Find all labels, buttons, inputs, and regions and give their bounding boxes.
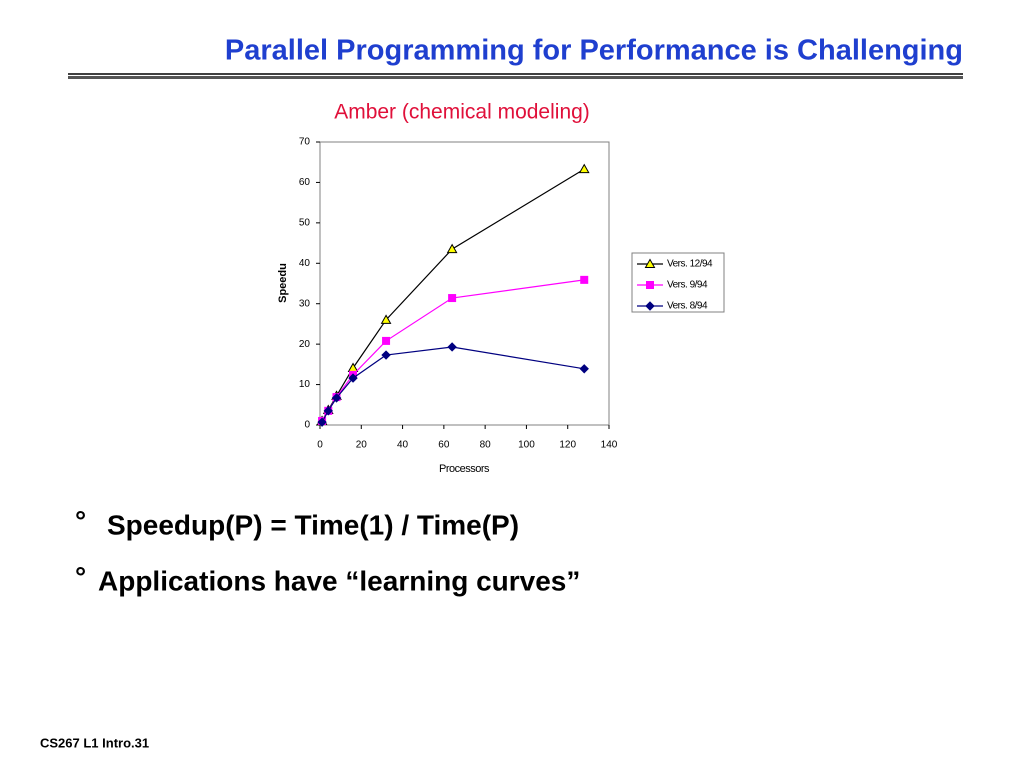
x-tick-label: 0: [317, 440, 323, 451]
marker: [580, 275, 589, 284]
legend-label: Vers. 9/94: [667, 280, 708, 291]
bullets: ° Speedup(P) = Time(1) / Time(P) ° Applicat…: [75, 505, 580, 596]
y-axis-label: Speedu: [277, 263, 289, 303]
bullet-text: Applications have “learning curves”: [98, 565, 580, 596]
marker: [323, 406, 333, 416]
legend-marker: [646, 281, 654, 289]
marker: [348, 373, 358, 383]
marker: [578, 163, 590, 174]
legend-label: Vers. 8/94: [667, 301, 708, 312]
x-tick-label: 20: [356, 440, 368, 451]
legend-marker: [644, 258, 656, 268]
bullet-marker: °: [75, 561, 86, 592]
y-tick-label: 10: [299, 379, 311, 390]
marker: [380, 314, 392, 324]
marker: [331, 393, 342, 403]
x-tick-label: 40: [397, 440, 409, 451]
legend-label: Vers. 12/94: [667, 259, 713, 270]
x-tick-label: 120: [559, 440, 576, 451]
chart-title: Amber (chemical modeling): [334, 101, 590, 124]
legend-marker: [645, 301, 655, 311]
footer: CS267 L1 Intro.31: [40, 735, 149, 750]
y-tick-label: 30: [299, 298, 311, 309]
x-tick-label: 80: [480, 440, 492, 451]
series-line: [321, 346, 585, 423]
marker: [381, 350, 391, 360]
y-tick-label: 50: [299, 217, 311, 228]
marker: [579, 364, 589, 374]
bullet-text: Speedup(P) = Time(1) / Time(P): [107, 509, 519, 540]
marker: [446, 243, 458, 254]
y-tick-label: 20: [299, 339, 311, 350]
bullet-marker: °: [75, 505, 86, 536]
plot-area: [319, 141, 610, 426]
y-tick-label: 40: [299, 258, 311, 269]
x-tick-label: 140: [601, 440, 618, 451]
x-tick-label: 100: [518, 440, 535, 451]
y-tick-label: 60: [299, 177, 311, 188]
y-tick-label: 0: [304, 420, 310, 431]
marker: [448, 294, 457, 303]
marker: [382, 336, 391, 345]
marker: [317, 417, 327, 427]
marker: [347, 362, 359, 372]
marker: [447, 342, 457, 352]
slide-title: Parallel Programming for Performance is …: [225, 35, 963, 67]
y-tick-label: 70: [299, 137, 311, 148]
x-tick-label: 60: [438, 440, 450, 451]
x-axis-label: Processors: [439, 463, 490, 475]
